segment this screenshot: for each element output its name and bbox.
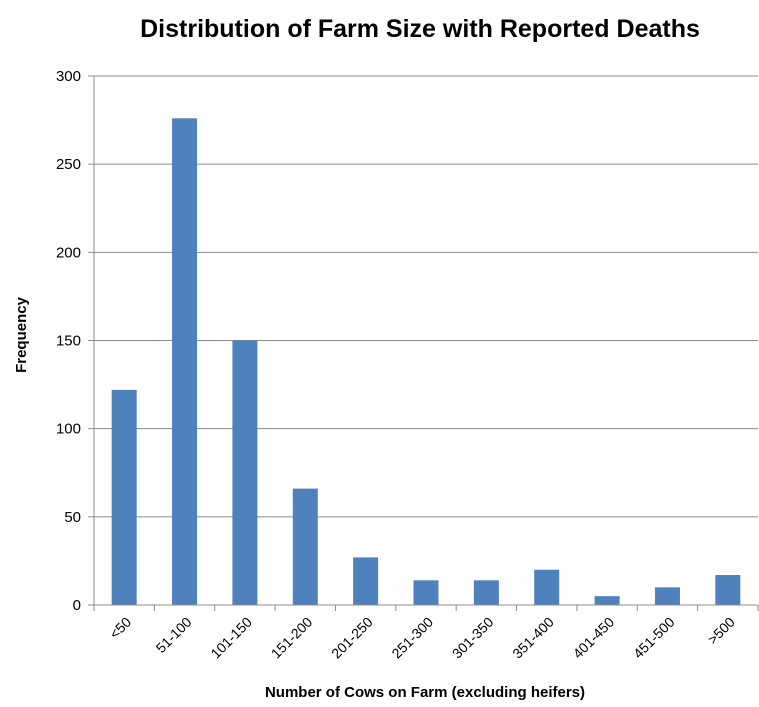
bar-2 [172, 118, 198, 605]
y-tick-label: 0 [73, 597, 81, 614]
x-tick-label: 51-100 [153, 614, 195, 656]
x-tick-label: 251-300 [388, 614, 436, 662]
x-tick-label: 151-200 [268, 614, 316, 662]
x-tick-label: 101-150 [207, 614, 255, 662]
chart-title: Distribution of Farm Size with Reported … [140, 15, 700, 43]
x-tick-label: 401-450 [570, 614, 618, 662]
x-tick-label: >500 [704, 614, 738, 648]
x-tick-label: 301-350 [449, 614, 497, 662]
y-axis-ticks: 0 50 100 150 200 250 300 [56, 68, 94, 614]
bar-1 [111, 389, 137, 605]
x-axis-label: Number of Cows on Farm (excluding heifer… [265, 684, 585, 701]
bar-6 [413, 580, 439, 605]
bars [111, 118, 741, 605]
bar-10 [654, 587, 680, 605]
bar-11 [715, 575, 741, 605]
gridlines [94, 75, 758, 518]
y-tick-label: 200 [56, 244, 81, 261]
y-tick-label: 150 [56, 333, 81, 350]
x-tick-label: 201-250 [328, 614, 376, 662]
bar-9 [594, 596, 620, 605]
bar-3 [232, 340, 258, 605]
y-tick-label: 250 [56, 156, 81, 173]
x-tick-label: <50 [106, 614, 134, 642]
bar-5 [353, 557, 379, 605]
x-axis-ticks: <50 51-100 101-150 151-200 201-250 251-300 301… [93, 605, 759, 662]
bar-7 [473, 580, 499, 605]
y-tick-label: 300 [56, 68, 81, 85]
x-tick-label: 351-400 [509, 614, 557, 662]
bar-4 [292, 488, 318, 605]
bar-8 [534, 569, 560, 605]
x-tick-label: 451-500 [630, 614, 678, 662]
y-axis-label: Frequency [13, 296, 30, 373]
y-tick-label: 100 [56, 421, 81, 438]
y-tick-label: 50 [64, 509, 81, 526]
